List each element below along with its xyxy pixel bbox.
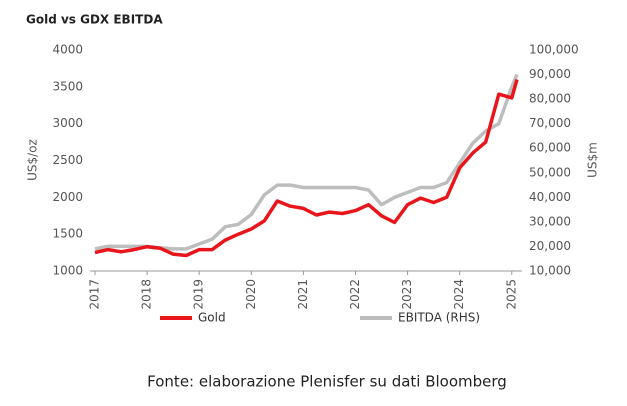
x-tick-label: 2018 xyxy=(140,279,154,310)
y2-tick-label: 30,000 xyxy=(529,214,571,228)
y-tick-label: 2500 xyxy=(52,153,83,167)
series-line xyxy=(94,73,519,251)
x-tick-label: 2019 xyxy=(192,279,206,310)
y2-tick-label: 80,000 xyxy=(529,92,571,106)
x-tick-label: 2025 xyxy=(504,279,518,310)
y-tick-label: 2000 xyxy=(52,190,83,204)
x-tick-label: 2024 xyxy=(452,279,466,310)
y-tick-label: 4000 xyxy=(52,43,83,57)
y-axis-label: US$/oz xyxy=(26,139,40,181)
y2-tick-label: 100,000 xyxy=(529,43,579,57)
y2-tick-label: 70,000 xyxy=(529,116,571,130)
legend-label: EBITDA (RHS) xyxy=(398,311,480,325)
y-tick-label: 3500 xyxy=(52,79,83,93)
x-tick-label: 2017 xyxy=(88,279,102,310)
y-tick-label: 1500 xyxy=(52,227,83,241)
x-tick-label: 2023 xyxy=(400,279,414,310)
y2-axis-label: US$m xyxy=(586,142,600,178)
y2-tick-label: 90,000 xyxy=(529,67,571,81)
x-tick-label: 2022 xyxy=(348,279,362,310)
series-line xyxy=(94,79,519,258)
caption: Fonte: elaborazione Plenisfer su dati Bl… xyxy=(147,373,507,391)
y2-tick-label: 10,000 xyxy=(529,264,571,278)
y-tick-label: 3000 xyxy=(52,116,83,130)
y-tick-label: 1000 xyxy=(52,264,83,278)
legend-label: Gold xyxy=(198,311,226,325)
x-tick-label: 2021 xyxy=(296,279,310,310)
y2-tick-label: 60,000 xyxy=(529,141,571,155)
y2-tick-label: 40,000 xyxy=(529,190,571,204)
chart-title: Gold vs GDX EBITDA xyxy=(26,13,163,27)
y2-tick-label: 20,000 xyxy=(529,239,571,253)
y2-tick-label: 50,000 xyxy=(529,165,571,179)
x-tick-label: 2020 xyxy=(244,279,258,310)
